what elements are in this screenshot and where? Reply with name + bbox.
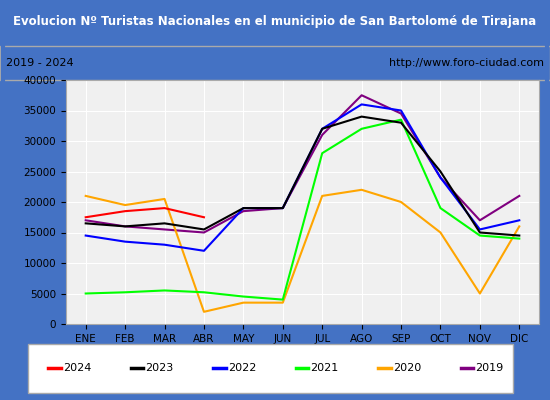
Text: 2021: 2021 — [310, 363, 339, 373]
Text: 2020: 2020 — [393, 363, 421, 373]
FancyBboxPatch shape — [28, 344, 513, 393]
Text: 2019: 2019 — [475, 363, 504, 373]
Text: 2024: 2024 — [63, 363, 91, 373]
Text: Evolucion Nº Turistas Nacionales en el municipio de San Bartolomé de Tirajana: Evolucion Nº Turistas Nacionales en el m… — [13, 15, 537, 28]
Text: http://www.foro-ciudad.com: http://www.foro-ciudad.com — [389, 58, 544, 68]
Text: 2019 - 2024: 2019 - 2024 — [6, 58, 73, 68]
Text: 2023: 2023 — [145, 363, 174, 373]
Text: 2022: 2022 — [228, 363, 256, 373]
